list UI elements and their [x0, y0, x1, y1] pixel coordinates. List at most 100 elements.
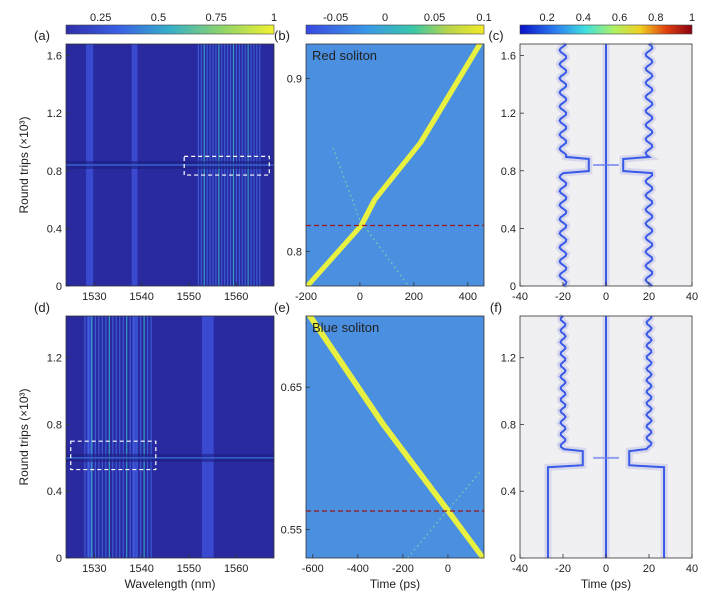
soliton-trajectory [546, 315, 584, 558]
colorbar-tick-label: 0.2 [540, 12, 555, 24]
x-tick-label: 1540 [129, 563, 153, 575]
colorbar-b: -0.05 0 0.05 0.1 [305, 12, 492, 35]
y-tick-label: 1.6 [501, 51, 516, 63]
y-tick-label: 0.4 [47, 486, 62, 498]
soliton-trajectory [558, 43, 590, 287]
y-tick-label: 0.4 [47, 223, 62, 235]
colorbar-tick-label: 0.75 [206, 12, 227, 24]
x-tick-label: 0 [603, 291, 609, 303]
x-tick-label: 0 [445, 563, 451, 575]
colorbar-gradient [519, 24, 693, 35]
heatmap-a [66, 44, 274, 286]
x-tick-label: 1550 [177, 563, 201, 575]
x-tick-label: -200 [392, 563, 414, 575]
intensity-f [520, 313, 692, 558]
x-tick-label: 20 [643, 563, 655, 575]
trace-group [306, 44, 483, 286]
x-axis-label: Time (ps) [370, 577, 420, 591]
panel-label: (c) [488, 28, 503, 43]
plot-frame [305, 43, 485, 287]
axes-e: -600 -400 -200 0 0.55 0.65 (e) Time (ps) [274, 300, 485, 591]
plot-frame [65, 43, 275, 287]
panel-label: (e) [274, 300, 290, 315]
soliton-trace [310, 316, 484, 558]
x-axis-label: Wavelength (nm) [125, 577, 216, 591]
x-tick-label: -20 [555, 563, 571, 575]
y-tick-label: 1.6 [47, 51, 62, 63]
colorbar-c: 0.2 0.4 0.6 0.8 1 [519, 12, 695, 35]
highlight-box [70, 440, 157, 471]
y-tick-label: 1.2 [501, 353, 516, 365]
faint-trace [332, 147, 409, 286]
colorbar-gradient [65, 24, 275, 35]
soliton-trace [307, 316, 483, 558]
colorbar-tick-label: 1 [271, 12, 277, 24]
x-tick-label: 200 [405, 291, 423, 303]
y-axis-label: Round trips (×10³) [17, 388, 31, 485]
axes-d: 1530 1540 1550 1560 0 0.4 0.8 1.2 (d) Wavelength … [17, 300, 275, 591]
x-axis-label: Time (ps) [581, 577, 631, 591]
panel-label: (d) [34, 300, 50, 315]
panel-label: (f) [490, 300, 502, 315]
x-tick-label: 1540 [129, 291, 153, 303]
y-tick-label: 0.8 [501, 419, 516, 431]
colorbar-tick-label: -0.05 [323, 12, 348, 24]
colorbar-tick-label: 0.5 [151, 12, 166, 24]
spectral-band [201, 316, 214, 558]
x-tick-label: 400 [459, 291, 477, 303]
x-tick-label: -20 [555, 291, 571, 303]
y-tick-label: 0 [56, 281, 62, 293]
colorbar-tick-label: 0.4 [576, 12, 591, 24]
plot-frame [65, 315, 275, 559]
spectral-band [86, 316, 93, 558]
axes-f: -40 -20 0 20 40 0 0.4 0.8 1.2 (f) Time (ps) [490, 300, 698, 591]
y-tick-label: 0.4 [501, 223, 516, 235]
trace-group [307, 316, 484, 558]
y-tick-label: 0.8 [47, 166, 62, 178]
heatmap-b: Red soliton [306, 44, 484, 286]
x-tick-label: 1550 [177, 291, 201, 303]
y-tick-label: 0.8 [287, 246, 302, 258]
intensity-c [520, 41, 692, 289]
y-tick-label: 0.8 [501, 166, 516, 178]
y-tick-label: 1.2 [47, 108, 62, 120]
heatmap-e: Blue soliton [306, 316, 484, 558]
axes-b: -200 0 200 400 0.8 0.9 (b) [274, 28, 485, 303]
spectral-band [132, 316, 137, 558]
x-tick-label: 40 [686, 291, 698, 303]
x-tick-label: -600 [302, 563, 324, 575]
y-tick-label: 0.65 [281, 382, 302, 394]
axes-c: -40 -20 0 20 40 0 0.4 0.8 1.2 1.6 (c) [488, 28, 698, 303]
axes-a: 1530 1540 1550 1560 0 0.4 0.8 1.2 1.6 (a) Round tr… [17, 28, 275, 303]
colorbar-tick-label: 1 [689, 12, 695, 24]
y-tick-label: 0.4 [501, 486, 516, 498]
soliton-trajectory [622, 43, 654, 287]
faint-trace [407, 472, 480, 558]
y-tick-label: 0.9 [287, 74, 302, 86]
colorbar-tick-label: 0.8 [648, 12, 663, 24]
plot-frame [305, 315, 485, 559]
colorbar-tick-label: 0.6 [612, 12, 627, 24]
x-tick-label: 1530 [82, 291, 106, 303]
soliton-annotation: Red soliton [312, 48, 377, 63]
colorbar-tick-label: 0.25 [90, 12, 111, 24]
y-tick-label: 0.55 [281, 525, 302, 537]
panel-label: (a) [34, 28, 50, 43]
y-tick-label: 1.2 [501, 108, 516, 120]
soliton-trajectory [628, 315, 666, 558]
x-tick-label: -200 [295, 291, 317, 303]
y-axis-label: Round trips (×10³) [17, 116, 31, 213]
x-tick-label: 20 [643, 291, 655, 303]
colorbar-tick-label: 0.1 [476, 12, 491, 24]
colorbar-a: 0.25 0.5 0.75 1 [65, 12, 277, 35]
highlight-box [183, 155, 270, 176]
x-tick-label: -40 [512, 563, 528, 575]
soliton-trace [306, 44, 480, 286]
x-tick-label: 1560 [224, 563, 248, 575]
x-tick-label: 0 [357, 291, 363, 303]
x-tick-label: 40 [686, 563, 698, 575]
soliton-trace [307, 44, 483, 286]
colorbar-tick-label: 0 [382, 12, 388, 24]
y-tick-label: 0 [510, 281, 516, 293]
